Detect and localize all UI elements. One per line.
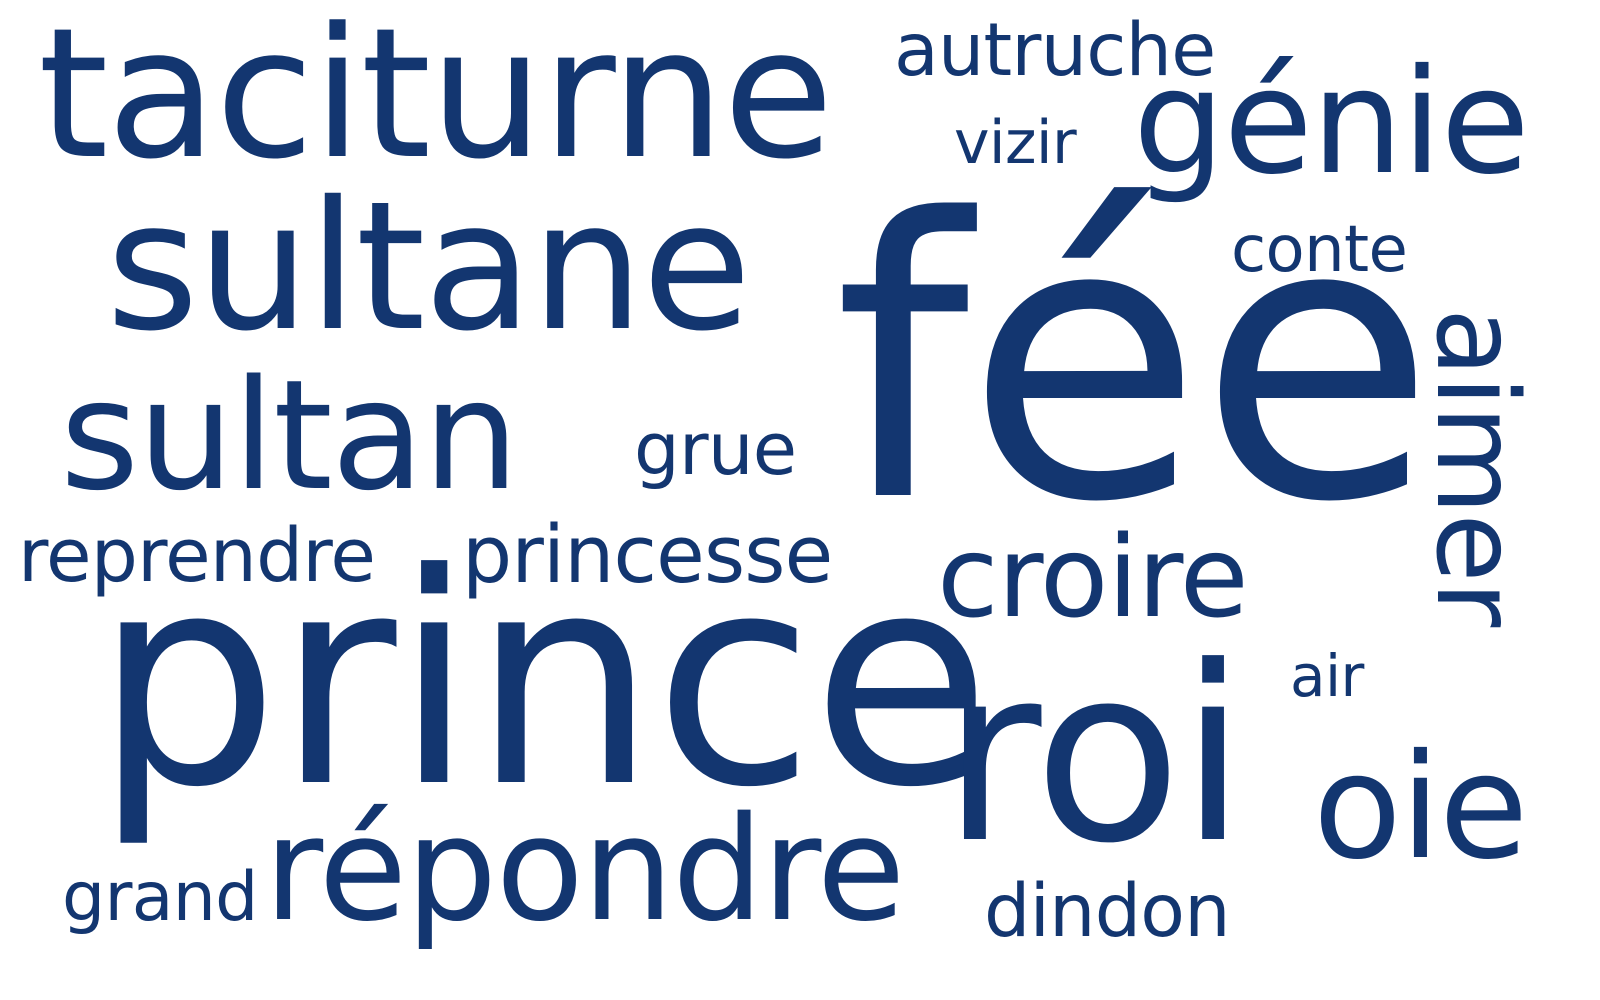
word-reprendre: reprendre — [18, 513, 376, 599]
word-air: air — [1290, 642, 1364, 710]
word-taciturne: taciturne — [38, 0, 834, 199]
word-conte: conte — [1231, 213, 1408, 287]
word-princesse: princesse — [462, 509, 833, 601]
word-repondre: répondre — [264, 785, 905, 953]
word-aimer: aimer — [1411, 308, 1541, 627]
word-vizir: vizir — [954, 108, 1077, 178]
word-dindon: dindon — [984, 869, 1231, 954]
word-sultan: sultan — [60, 347, 519, 524]
word-grue: grue — [634, 407, 797, 491]
word-autruche: autruche — [894, 8, 1216, 93]
word-roi: roi — [942, 615, 1247, 897]
word-oie: oie — [1313, 723, 1528, 892]
word-genie: génie — [1133, 38, 1530, 207]
word-prince: prince — [94, 511, 991, 851]
word-croire: croire — [937, 513, 1249, 643]
word-sultane: sultane — [106, 163, 752, 370]
word-grand: grand — [62, 858, 258, 937]
word-fee: fée — [834, 138, 1436, 586]
